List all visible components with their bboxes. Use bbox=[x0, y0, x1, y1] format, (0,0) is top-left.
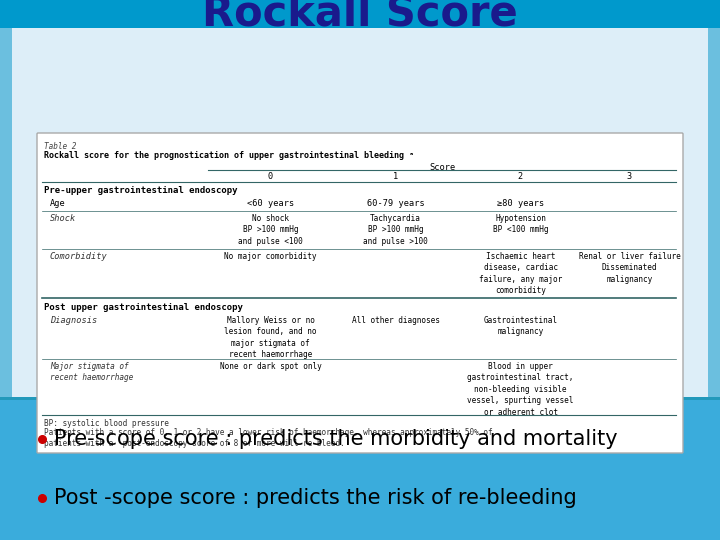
Text: Comorbidity: Comorbidity bbox=[50, 252, 108, 261]
Text: BP: systolic blood pressure: BP: systolic blood pressure bbox=[44, 419, 169, 428]
Text: Shock: Shock bbox=[50, 214, 76, 223]
Text: 0: 0 bbox=[268, 172, 273, 181]
Text: Score: Score bbox=[429, 163, 455, 172]
Text: Post upper gastrointestinal endoscopy: Post upper gastrointestinal endoscopy bbox=[44, 303, 243, 312]
Text: Gastrointestinal
malignancy: Gastrointestinal malignancy bbox=[484, 316, 557, 336]
Text: No shock
BP >100 mmHg
and pulse <100: No shock BP >100 mmHg and pulse <100 bbox=[238, 214, 303, 246]
Text: Mallory Weiss or no
lesion found, and no
major stigmata of
recent haemorrhage: Mallory Weiss or no lesion found, and no… bbox=[224, 316, 317, 359]
Bar bbox=[0, 397, 720, 400]
Bar bbox=[0, 28, 720, 400]
Text: None or dark spot only: None or dark spot only bbox=[220, 362, 321, 371]
Bar bbox=[0, 400, 720, 540]
Text: 2: 2 bbox=[518, 172, 523, 181]
Text: Patients with a score of 0, 1 or 2 have a lower risk of haemorrhage, whereas app: Patients with a score of 0, 1 or 2 have … bbox=[44, 428, 492, 448]
Text: Pre-upper gastrointestinal endoscopy: Pre-upper gastrointestinal endoscopy bbox=[44, 186, 238, 195]
Text: Hypotension
BP <100 mmHg: Hypotension BP <100 mmHg bbox=[492, 214, 548, 234]
Text: Blood in upper
gastrointestinal tract,
non-bleeding visible
vessel, spurting ves: Blood in upper gastrointestinal tract, n… bbox=[467, 362, 574, 417]
Text: Table 2: Table 2 bbox=[44, 142, 76, 151]
Text: Age: Age bbox=[50, 199, 66, 208]
FancyBboxPatch shape bbox=[37, 133, 683, 453]
Text: Renal or liver failure
Disseminated
malignancy: Renal or liver failure Disseminated mali… bbox=[579, 252, 680, 284]
Text: Ischaemic heart
disease, cardiac
failure, any major
comorbidity: Ischaemic heart disease, cardiac failure… bbox=[479, 252, 562, 295]
Text: 1: 1 bbox=[393, 172, 398, 181]
Text: <60 years: <60 years bbox=[247, 199, 294, 208]
Text: Rockall Score: Rockall Score bbox=[202, 0, 518, 35]
Text: Tachycardia
BP >100 mmHg
and pulse >100: Tachycardia BP >100 mmHg and pulse >100 bbox=[363, 214, 428, 246]
Text: ≥80 years: ≥80 years bbox=[497, 199, 544, 208]
Text: 60-79 years: 60-79 years bbox=[366, 199, 424, 208]
Text: 3: 3 bbox=[627, 172, 632, 181]
Text: All other diagnoses: All other diagnoses bbox=[351, 316, 439, 325]
Text: Diagnosis: Diagnosis bbox=[50, 316, 97, 325]
Text: Post -scope score : predicts the risk of re-bleeding: Post -scope score : predicts the risk of… bbox=[54, 488, 577, 508]
Text: Rockall score for the prognostication of upper gastrointestinal bleeding ᵃ: Rockall score for the prognostication of… bbox=[44, 151, 414, 160]
Text: Major stigmata of
recent haemorrhage: Major stigmata of recent haemorrhage bbox=[50, 362, 133, 382]
Bar bbox=[708, 28, 720, 400]
Text: No major comorbidity: No major comorbidity bbox=[224, 252, 317, 261]
Bar bbox=[0, 28, 12, 400]
Text: Pre-scope score : predicts the morbidity and mortality: Pre-scope score : predicts the morbidity… bbox=[54, 429, 618, 449]
Bar bbox=[0, 0, 720, 28]
